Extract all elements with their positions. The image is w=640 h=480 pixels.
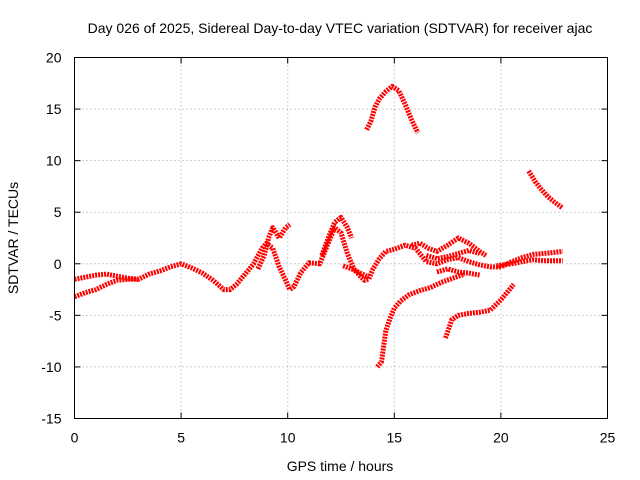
plot-frame bbox=[74, 57, 608, 419]
series-arc-2 bbox=[74, 271, 139, 282]
series-arc-5 bbox=[342, 263, 370, 280]
series-arc-12 bbox=[496, 257, 563, 269]
chart-title: Day 026 of 2025, Sidereal Day-to-day VTE… bbox=[88, 20, 593, 36]
series-arc-6 bbox=[364, 83, 421, 134]
x-tick-label: 15 bbox=[387, 430, 403, 446]
y-tick-label: 10 bbox=[46, 153, 62, 169]
grid bbox=[74, 57, 608, 419]
series-arc-9 bbox=[436, 266, 481, 278]
series-arc-11 bbox=[443, 282, 516, 339]
y-tick-labels: -15 -10 -5 0 5 10 15 20 bbox=[41, 50, 61, 427]
series-arc-10 bbox=[375, 271, 466, 369]
series-arc-7 bbox=[410, 235, 488, 258]
y-tick-label: 20 bbox=[46, 50, 62, 66]
x-tick-label: 0 bbox=[71, 430, 79, 446]
y-tick-label: -10 bbox=[41, 359, 61, 375]
y-tick-label: 15 bbox=[46, 101, 62, 117]
y-tick-label: -5 bbox=[49, 307, 62, 323]
y-tick-label: 0 bbox=[54, 256, 62, 272]
x-tick-label: 25 bbox=[600, 430, 616, 446]
x-tick-label: 20 bbox=[493, 430, 509, 446]
axis-ticks bbox=[74, 57, 608, 419]
x-axis-label: GPS time / hours bbox=[287, 458, 394, 474]
y-axis-label: SDTVAR / TECUs bbox=[5, 182, 21, 294]
series-arc-13 bbox=[526, 169, 565, 211]
data-series bbox=[73, 83, 565, 369]
x-tick-label: 5 bbox=[177, 430, 185, 446]
x-tick-label: 10 bbox=[280, 430, 296, 446]
series-arc-4 bbox=[319, 214, 355, 257]
series-arc-1 bbox=[73, 225, 563, 300]
series-arc-8 bbox=[425, 247, 481, 262]
y-tick-label: 5 bbox=[54, 204, 62, 220]
x-tick-labels: 0 5 10 15 20 25 bbox=[71, 430, 616, 446]
series-arc-3 bbox=[255, 222, 292, 270]
y-tick-label: -15 bbox=[41, 411, 61, 427]
